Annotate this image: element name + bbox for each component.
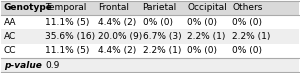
Text: 0% (0): 0% (0) — [232, 46, 262, 55]
FancyBboxPatch shape — [1, 1, 299, 15]
Text: CC: CC — [4, 46, 16, 55]
Text: 4.4% (2): 4.4% (2) — [98, 18, 136, 27]
Text: 11.1% (5): 11.1% (5) — [46, 46, 90, 55]
Text: 20.0% (9): 20.0% (9) — [98, 32, 142, 41]
Text: 0.9: 0.9 — [46, 61, 60, 70]
Text: 6.7% (3): 6.7% (3) — [142, 32, 181, 41]
Text: AC: AC — [4, 32, 16, 41]
Text: Frontal: Frontal — [98, 3, 129, 12]
Text: Genotype: Genotype — [4, 3, 52, 12]
Text: 0% (0): 0% (0) — [142, 18, 172, 27]
Text: 4.4% (2): 4.4% (2) — [98, 46, 136, 55]
Text: 35.6% (16): 35.6% (16) — [46, 32, 96, 41]
Text: 11.1% (5): 11.1% (5) — [46, 18, 90, 27]
Text: 2.2% (1): 2.2% (1) — [187, 32, 226, 41]
Text: Parietal: Parietal — [142, 3, 177, 12]
FancyBboxPatch shape — [1, 29, 299, 44]
FancyBboxPatch shape — [1, 58, 299, 72]
Text: AA: AA — [4, 18, 16, 27]
Text: Temporal: Temporal — [46, 3, 87, 12]
Text: 0% (0): 0% (0) — [187, 46, 217, 55]
Text: 0% (0): 0% (0) — [232, 18, 262, 27]
Text: 2.2% (1): 2.2% (1) — [142, 46, 181, 55]
Text: Others: Others — [232, 3, 262, 12]
Text: 0% (0): 0% (0) — [187, 18, 217, 27]
Text: Occipital: Occipital — [187, 3, 227, 12]
Text: 2.2% (1): 2.2% (1) — [232, 32, 271, 41]
Text: p-value: p-value — [4, 61, 42, 70]
